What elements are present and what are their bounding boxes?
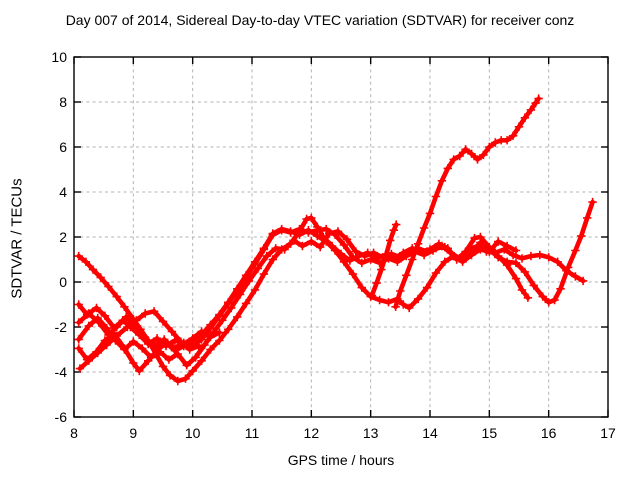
x-axis-title: GPS time / hours <box>287 452 395 468</box>
y-tick-label: 8 <box>59 94 67 110</box>
data-trace <box>77 309 201 371</box>
x-tick-label: 8 <box>70 425 78 441</box>
data-trace-markers <box>74 197 597 370</box>
x-tick-label: 12 <box>303 425 320 441</box>
data-trace-markers <box>367 220 401 300</box>
data-trace <box>76 215 531 384</box>
data-trace-markers <box>74 213 533 386</box>
chart-title: Day 007 of 2014, Sidereal Day-to-day VTE… <box>65 12 575 28</box>
data-trace-markers <box>74 224 521 376</box>
y-tick-label: -4 <box>54 364 67 380</box>
x-tick-label: 16 <box>540 425 557 441</box>
x-tick-label: 13 <box>362 425 379 441</box>
data-trace <box>393 96 541 310</box>
data-trace-markers <box>75 307 203 373</box>
y-tick-label: 2 <box>59 229 67 245</box>
y-tick-label: -6 <box>54 409 67 425</box>
y-tick-label: 0 <box>59 274 67 290</box>
x-tick-label: 9 <box>129 425 138 441</box>
y-tick-label: -2 <box>54 319 67 335</box>
x-tick-label: 15 <box>481 425 498 441</box>
x-tick-label: 17 <box>600 425 616 441</box>
x-tick-label: 11 <box>244 425 260 441</box>
x-tick-label: 14 <box>422 425 438 441</box>
y-tick-label: 6 <box>59 139 67 155</box>
y-tick-label: 4 <box>59 184 67 200</box>
x-tick-label: 10 <box>184 425 201 441</box>
data-trace-markers <box>391 94 543 311</box>
y-tick-label: 10 <box>51 49 67 65</box>
